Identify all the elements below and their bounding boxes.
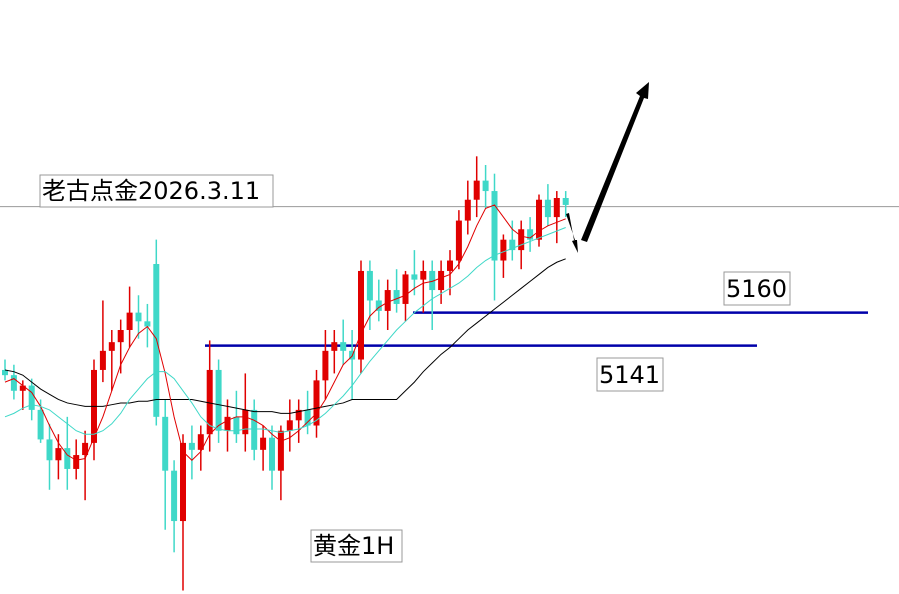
candle-body	[509, 239, 516, 251]
candle-body	[251, 409, 258, 450]
candle-body	[562, 198, 569, 205]
down-arrow	[566, 213, 578, 253]
candle-body	[135, 312, 142, 322]
candle-body	[224, 416, 231, 431]
moving-average-line	[4, 227, 566, 435]
candle-body	[313, 380, 320, 426]
candle-body	[447, 260, 453, 271]
candle-body	[206, 369, 213, 435]
candle-body	[420, 270, 427, 280]
candle-body	[366, 270, 373, 301]
candle-body	[180, 442, 186, 522]
candle-body	[500, 239, 507, 261]
candle-body	[233, 416, 240, 435]
candle-body	[464, 199, 471, 221]
level-label: 5141	[599, 361, 660, 389]
candle-body	[197, 434, 204, 450]
candle-body	[162, 416, 169, 471]
candle-body	[527, 229, 534, 240]
candle-body	[215, 369, 222, 431]
plot-area	[0, 156, 899, 591]
candle-body	[429, 270, 436, 291]
level-label: 5160	[726, 275, 787, 303]
candle-body	[46, 439, 53, 461]
subtitle-box	[310, 529, 403, 563]
candle-body	[375, 300, 382, 311]
chart-title: 老古点金2026.3.11	[42, 177, 260, 205]
candle-body	[242, 409, 249, 435]
candle-body	[117, 330, 124, 343]
title-box	[39, 174, 274, 208]
candle-body	[82, 442, 89, 456]
candle-body	[37, 409, 44, 440]
candle-body	[55, 448, 62, 461]
candle-body	[108, 342, 115, 351]
candle-body	[73, 455, 80, 469]
candle-body	[144, 321, 151, 327]
up-arrow	[581, 82, 649, 242]
candle-body	[269, 437, 275, 471]
candle-body	[277, 430, 284, 471]
candle-body	[260, 437, 267, 450]
candle-body	[544, 199, 551, 218]
candle-body	[553, 198, 560, 218]
chart-subtitle: 黄金1H	[313, 532, 394, 560]
candle-body	[322, 350, 329, 381]
candle-body	[518, 229, 525, 251]
candle-body	[126, 312, 133, 330]
candle-body	[10, 375, 17, 391]
candle-body	[358, 270, 364, 360]
candle-body	[99, 350, 106, 370]
candle-body	[64, 448, 71, 469]
candle-body	[304, 409, 311, 426]
candle-body	[411, 274, 418, 280]
candle-body	[171, 470, 178, 522]
candle-body	[28, 385, 35, 410]
candle-body	[331, 342, 338, 351]
candle-body	[19, 385, 26, 391]
candle-body	[491, 191, 498, 261]
moving-average-line	[4, 204, 566, 461]
candle-body	[393, 290, 400, 304]
candle-body	[188, 442, 195, 450]
level-label-box	[596, 357, 664, 392]
candle-body	[340, 342, 347, 351]
candle-body	[473, 180, 480, 200]
candle-body	[286, 420, 293, 431]
candle-body	[295, 409, 302, 421]
candle-body	[402, 274, 409, 304]
level-label-box	[723, 271, 791, 306]
candle-body	[384, 290, 391, 311]
candle-body	[536, 199, 542, 240]
candle-body	[455, 220, 462, 261]
candle-body	[2, 369, 8, 376]
candle-body	[482, 180, 489, 192]
candle-body	[438, 270, 445, 291]
moving-average-line	[4, 258, 566, 414]
